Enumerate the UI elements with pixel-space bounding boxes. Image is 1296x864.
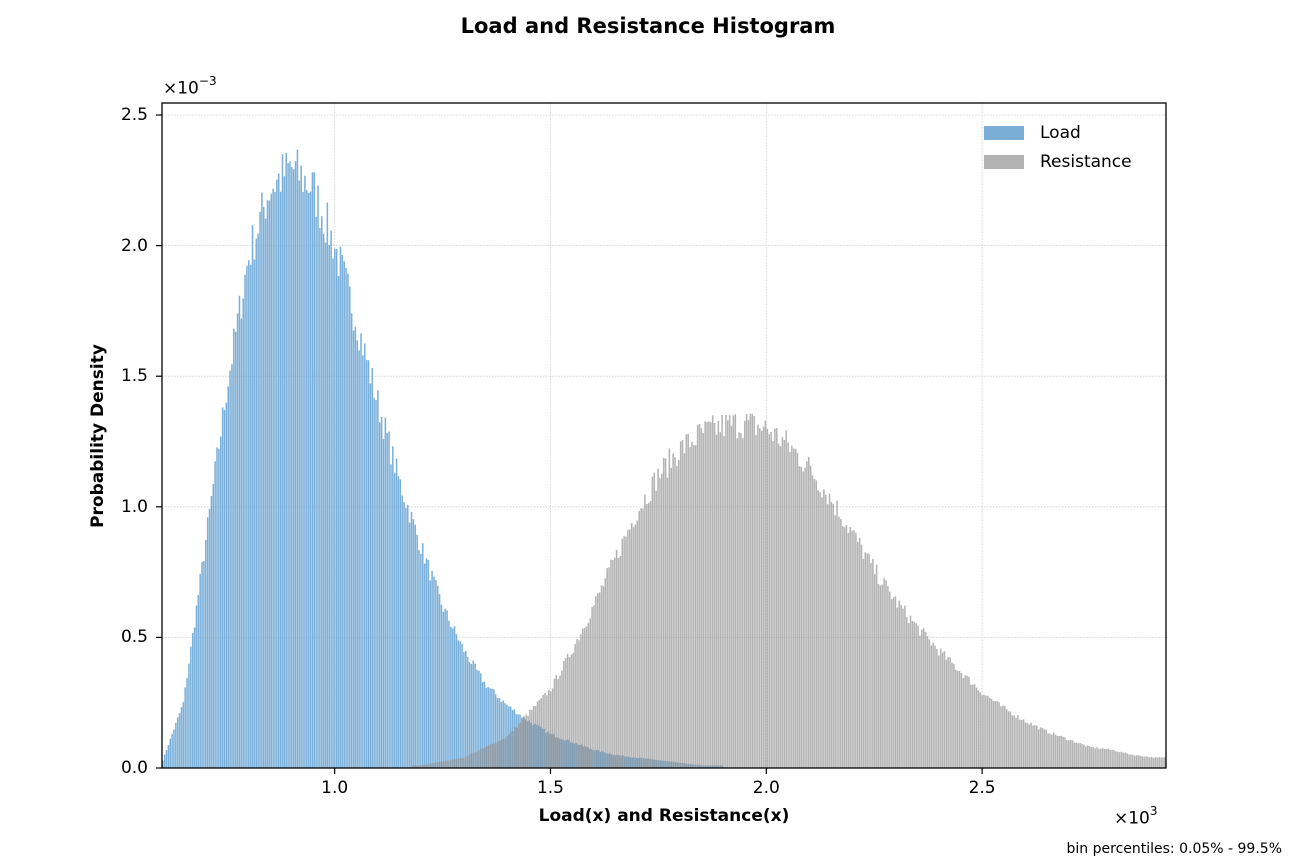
chart-title: Load and Resistance Histogram	[460, 14, 836, 38]
x-offset-label: ×103	[1114, 804, 1158, 829]
x-tick-label: 1.0	[321, 778, 349, 798]
y-tick-label: 1.5	[120, 366, 148, 387]
y-tick-label: 2.0	[120, 235, 148, 256]
x-axis-label: Load(x) and Resistance(x)	[538, 806, 790, 826]
y-tick-label: 0.0	[120, 758, 148, 778]
legend-item-load: Load	[984, 118, 1132, 147]
x-tick-label: 2.0	[752, 778, 780, 798]
y-tick-label: 1.0	[120, 496, 148, 517]
load-histogram	[162, 149, 723, 769]
bin-percentiles-note: bin percentiles: 0.05% - 99.5%	[1066, 841, 1282, 857]
y-tick-label: 0.5	[120, 627, 148, 648]
legend-label-load: Load	[1040, 122, 1081, 143]
x-tick-label: 1.5	[536, 778, 564, 798]
axes-frame	[161, 102, 1167, 769]
y-offset-label: ×10−3	[163, 74, 217, 99]
legend-item-resistance: Resistance	[984, 147, 1132, 176]
axis-ticks	[156, 114, 983, 774]
load-swatch-icon	[984, 125, 1024, 140]
y-tick-label: 2.5	[120, 105, 148, 125]
y-axis-label: Probability Density	[88, 344, 108, 528]
legend: Load Resistance	[984, 118, 1132, 176]
legend-label-resistance: Resistance	[1040, 151, 1132, 172]
resistance-histogram	[412, 413, 1166, 768]
resistance-swatch-icon	[984, 154, 1024, 169]
x-tick-label: 2.5	[968, 778, 996, 798]
